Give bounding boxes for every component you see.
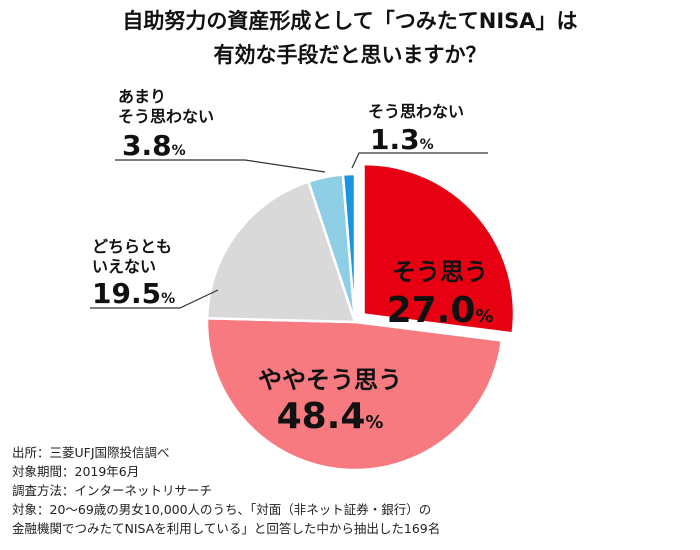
- value-slice-4: 1.3%: [370, 123, 434, 156]
- value-slice-2: 19.5%: [92, 277, 175, 310]
- value-slice-1: 48.4%: [277, 396, 384, 437]
- note-target-1: 対象：20～69歳の男女10,000人のうち、「対面（非ネット証券・銀行）の: [12, 502, 432, 517]
- leader-line-3: [115, 159, 326, 173]
- label-slice-3-line-1: あまり: [118, 87, 166, 106]
- label-slice-0: そう思う: [392, 258, 488, 286]
- note-method: 調査方法：インターネットリサーチ: [12, 483, 213, 498]
- value-slice-2-value: 19.5: [92, 277, 161, 310]
- value-slice-3-value: 3.8: [122, 129, 172, 162]
- label-slice-2-line-1: どちらとも: [92, 237, 172, 256]
- source-notes: 出所：三菱UFJ国際投信調べ 対象期間：2019年6月 調査方法：インターネット…: [12, 443, 440, 538]
- label-slice-3-line-2: そう思わない: [118, 107, 214, 126]
- value-slice-0-unit: %: [475, 306, 493, 327]
- title-line-1: 自助努力の資産形成として「つみたてNISA」は: [122, 9, 578, 33]
- label-slice-4: そう思わない: [368, 102, 464, 121]
- pie-slice-2: [205, 179, 357, 324]
- value-slice-2-unit: %: [161, 291, 175, 307]
- value-slice-1-value: 48.4: [277, 396, 366, 437]
- value-slice-1-unit: %: [365, 412, 383, 433]
- value-slice-3-unit: %: [172, 143, 186, 159]
- note-source: 出所：三菱UFJ国際投信調べ: [12, 445, 170, 460]
- value-slice-3: 3.8%: [122, 129, 186, 162]
- note-target-2: 金融機関でつみたてNISAを利用している」と回答した中から抽出した169名: [12, 521, 441, 536]
- value-slice-4-value: 1.3: [370, 123, 420, 156]
- note-period: 対象期間：2019年6月: [12, 464, 140, 479]
- leader-line-2: [90, 289, 219, 309]
- label-slice-2-line-2: いえない: [92, 257, 156, 276]
- value-slice-4-unit: %: [420, 137, 434, 153]
- value-slice-0-value: 27.0: [387, 290, 476, 331]
- value-slice-0: 27.0%: [387, 290, 494, 331]
- pie-slice-1: [205, 316, 504, 472]
- pie-slice-4: [341, 172, 357, 323]
- title-line-2: 有効な手段だと思いますか？: [213, 43, 487, 67]
- leader-line-4: [351, 152, 488, 169]
- chart-title: 自助努力の資産形成として「つみたてNISA」は 有効な手段だと思いますか？: [0, 4, 700, 72]
- pie-slice-0: [364, 165, 513, 332]
- label-slice-1: ややそう思う: [258, 366, 402, 394]
